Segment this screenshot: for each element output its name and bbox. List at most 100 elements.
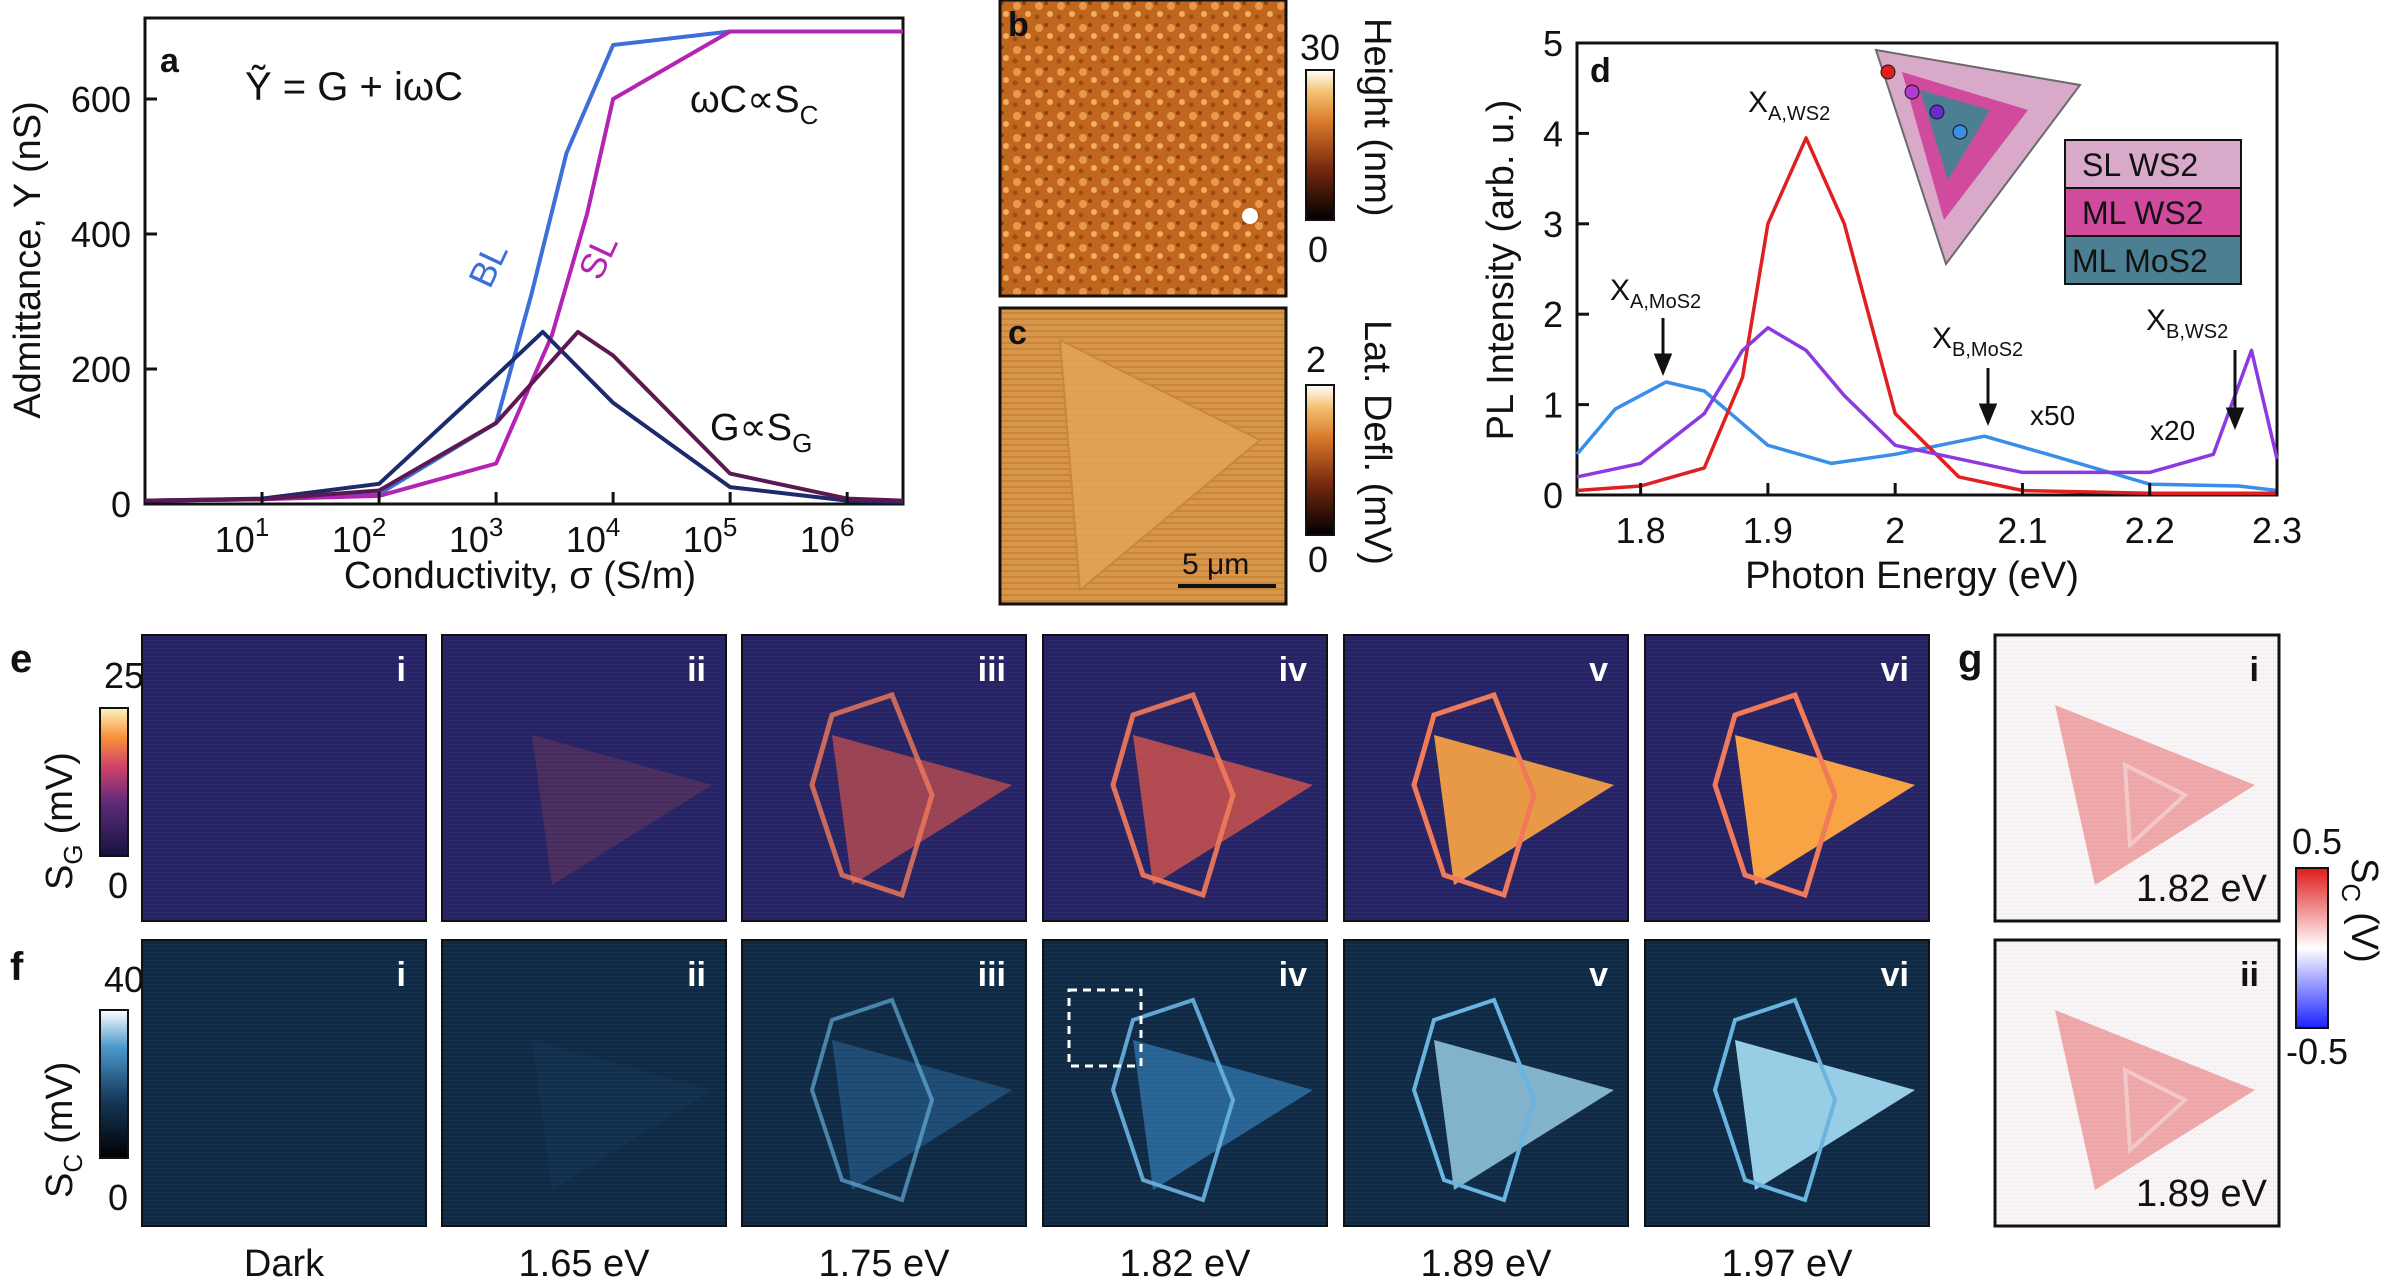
sg-map-row: i ii iii iv v vi [141, 634, 1930, 922]
sc-map-i [141, 939, 427, 1227]
afm-height-map [998, 0, 1288, 298]
sg-colorbar [99, 707, 129, 857]
energy-label: 1.97 eV [1722, 1243, 1854, 1284]
sg-map-index: v [1589, 651, 1608, 689]
lat-colorbar-max: 2 [1306, 339, 1326, 380]
sg-flake-triangle [532, 735, 712, 885]
diff-flake-triangle [2055, 1010, 2255, 1190]
diff-colorbar-title: SC(V) [2336, 858, 2385, 963]
curve-sl-conductive [144, 329, 904, 503]
energy-label: Dark [244, 1243, 325, 1284]
difference-maps: i 1.82 eV ii 1.89 eV [1993, 633, 2281, 1228]
panel-b-label: b [1008, 6, 1029, 44]
sg-map-index: i [397, 651, 406, 689]
d-xtick-label: 2.3 [2252, 510, 2302, 551]
a-xtick-label: 105 [683, 512, 738, 560]
curve-label-bl: BL [460, 236, 516, 293]
d-ytick-label: 0 [1543, 475, 1563, 516]
sg-map-ii [441, 634, 727, 922]
energy-labels: Dark 1.65 eV 1.75 eV 1.82 eV 1.89 eV 1.97 eV [244, 1243, 1853, 1284]
sc-flake-hexagon [1411, 997, 1537, 1203]
sg-colorbar-min: 0 [108, 865, 128, 906]
sc-flake-triangle [832, 1040, 1012, 1190]
spectrum-ml-ws2 [1576, 326, 2279, 479]
sample-schematic-inset [1874, 48, 2082, 267]
sc-map-row: i ii iii iv v vi [141, 939, 1930, 1227]
sc-flake-hexagon [1110, 997, 1236, 1203]
panel-d-y-ticks: 0 1 2 3 4 5 [1543, 23, 1589, 516]
sg-map-index: ii [687, 651, 706, 689]
sc-map-index: v [1589, 956, 1608, 994]
sg-flake-hexagon [1712, 691, 1838, 899]
panel-c: c 5 μm 2 0 Lat. Defl. (mV) [998, 306, 1398, 606]
spot-magenta [1904, 84, 1920, 100]
height-colorbar [1305, 69, 1335, 221]
curve-sl-capacitive [144, 29, 903, 503]
multiplier-x50: x50 [2030, 400, 2075, 431]
diff-colorbar [2295, 867, 2329, 1029]
panel-d: d 0 1 2 3 4 5 1.8 1.9 2 2.1 2.2 2.3 PL Intensity (… [1480, 23, 2302, 597]
sg-flake-triangle [1434, 735, 1614, 885]
panel-a-y-axis-label: Admittance, Y (nS) [7, 101, 49, 419]
sc-flake-triangle [1434, 1040, 1614, 1190]
d-ytick-label: 4 [1543, 113, 1563, 154]
legend-sl-ws2: SL WS2 [2082, 147, 2198, 183]
sg-flake-hexagon [809, 691, 935, 899]
sg-map-index: vi [1881, 651, 1909, 689]
panel-d-frame [1575, 41, 2279, 497]
a-ytick-label: 400 [71, 214, 131, 255]
sg-flake-triangle [832, 735, 1012, 885]
diff-colorbar-max: 0.5 [2292, 821, 2342, 862]
d-xtick-label: 2 [1885, 510, 1905, 551]
panel-e-label: e [10, 637, 32, 681]
d-xtick-label: 2.2 [2125, 510, 2175, 551]
spectrum-ml-mos2 [1575, 380, 2278, 493]
peak-label-xb-ws2: XB,WS2 [2146, 304, 2228, 343]
a-xtick-label: 102 [332, 512, 387, 560]
peak-arrows [1653, 318, 2245, 430]
afm-bright-particle [1242, 208, 1258, 224]
lat-colorbar-title: Lat. Defl. (mV) [1356, 320, 1398, 565]
peak-label-xa-ws2: XA,WS2 [1748, 86, 1830, 125]
sc-flake-hexagon [809, 997, 935, 1203]
sg-map-i [141, 634, 427, 922]
panel-a-equation: Ỹ = G + iωC [245, 64, 463, 109]
d-ytick-label: 1 [1543, 385, 1563, 426]
panel-f-label: f [10, 945, 24, 989]
panel-d-y-axis-label: PL Intensity (arb. u.) [1480, 100, 1522, 441]
d-xtick-label: 2.1 [1997, 510, 2047, 551]
sg-flake-triangle [1133, 735, 1313, 885]
d-ytick-label: 2 [1543, 294, 1563, 335]
a-xtick-label: 104 [566, 512, 621, 560]
d-xtick-label: 1.9 [1743, 510, 1793, 551]
energy-label: 1.82 eV [1120, 1243, 1252, 1284]
panel-e: e 25 0 SG(mV) i ii iii iv v vi [10, 634, 1930, 922]
panel-g: g i 1.82 eV ii 1.89 eV 0.5 -0.5 SC(V) [1958, 633, 2385, 1228]
panel-a-capacitive-annotation: ωC∝SC [690, 79, 818, 130]
height-colorbar-max: 30 [1300, 27, 1340, 68]
panel-g-label: g [1958, 637, 1982, 681]
sc-map-index: vi [1881, 956, 1909, 994]
lat-colorbar-min: 0 [1308, 539, 1328, 580]
sc-flake-hexagon [1712, 997, 1838, 1203]
a-ytick-label: 0 [111, 484, 131, 525]
peak-label-xa-mos2: XA,MoS2 [1610, 274, 1701, 313]
panel-d-legend: SL WS2 ML WS2 ML MoS2 [2064, 139, 2242, 285]
spot-purple [1929, 104, 1945, 120]
panel-a-conductive-annotation: G∝SG [710, 407, 812, 458]
zoom-region-box [1067, 988, 1143, 1068]
spot-red [1880, 64, 1896, 80]
diff-map-energy: 1.89 eV [2136, 1173, 2268, 1215]
energy-label: 1.89 eV [1421, 1243, 1553, 1284]
panel-d-curves [1575, 136, 2279, 495]
sc-map-iii [741, 939, 1027, 1227]
sc-colorbar-min: 0 [108, 1177, 128, 1218]
spectrum-sl-ws2 [1576, 136, 2277, 495]
sc-flake-triangle [1133, 1040, 1313, 1190]
sc-map-index: ii [687, 956, 706, 994]
sc-map-index: i [397, 956, 406, 994]
panel-a-y-ticks: 0 200 400 600 [71, 79, 157, 525]
panel-a-frame [143, 16, 905, 506]
sg-map-index: iv [1279, 651, 1307, 689]
d-ytick-label: 5 [1543, 23, 1563, 64]
